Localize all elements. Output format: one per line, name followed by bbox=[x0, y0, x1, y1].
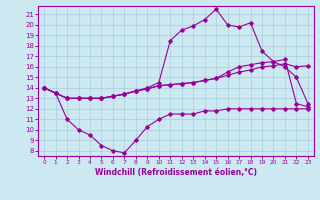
X-axis label: Windchill (Refroidissement éolien,°C): Windchill (Refroidissement éolien,°C) bbox=[95, 168, 257, 177]
